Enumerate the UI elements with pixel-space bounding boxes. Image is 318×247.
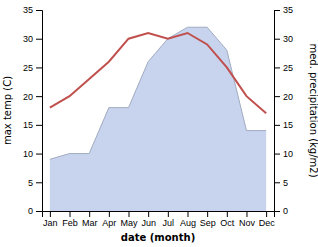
plot: Jan Feb Mar Apr MayJun Jul Aug Sep Oct NovDec 0 5 10…	[23, 5, 293, 228]
tick-label: 30	[23, 34, 33, 44]
tick-mark	[109, 211, 110, 217]
tick-label: May	[121, 218, 139, 228]
tick: 35	[23, 5, 42, 15]
tick-mark	[274, 39, 280, 40]
tick-label: 15	[283, 120, 293, 130]
tick: Jul	[163, 211, 175, 228]
tick-label: 20	[283, 92, 293, 102]
tick-label: 10	[283, 149, 293, 159]
y-axis-title: max temp (C)	[2, 76, 13, 145]
tick-mark	[36, 211, 42, 212]
tick: Sep	[200, 211, 216, 228]
tick-label: 25	[283, 63, 293, 73]
tick-mark	[274, 67, 280, 68]
tick: Jun	[141, 211, 156, 228]
tick-mark	[36, 182, 42, 183]
tick-mark	[274, 96, 280, 97]
tick-mark	[70, 211, 71, 217]
tick-label: 15	[23, 120, 33, 130]
tick-label: 0	[283, 206, 288, 216]
tick-mark	[274, 10, 280, 11]
tick: Nov	[239, 211, 256, 228]
tick: 10	[274, 149, 293, 159]
chart: Jan Feb Mar Apr MayJun Jul Aug Sep Oct NovDec 0 5 10…	[0, 0, 318, 247]
tick-mark	[36, 125, 42, 126]
tick: 20	[274, 92, 293, 102]
x-axis-title: date (month)	[121, 232, 195, 243]
tick: May	[121, 211, 139, 228]
tick-label: Jan	[43, 218, 58, 228]
tick-label: 10	[23, 149, 33, 159]
tick: 30	[23, 34, 42, 44]
tick: 25	[274, 63, 293, 73]
tick: 30	[274, 34, 293, 44]
x-axis: Jan Feb Mar Apr MayJun Jul Aug Sep Oct NovDec	[43, 211, 276, 228]
tick: 0	[274, 206, 288, 216]
temperature-line	[50, 33, 266, 113]
tick-label: 0	[28, 206, 33, 216]
tick-label: Nov	[239, 218, 256, 228]
tick-mark	[148, 211, 149, 217]
y2-axis: 0 5 10 15 20 25 30 35	[274, 5, 293, 216]
tick-mark	[246, 211, 247, 217]
tick: 15	[23, 120, 42, 130]
axis-line	[275, 11, 281, 212]
tick-label: Feb	[62, 218, 78, 228]
tick: 20	[23, 92, 42, 102]
tick-label: Sep	[200, 218, 216, 228]
tick: Dec	[259, 211, 276, 228]
tick-label: Jun	[141, 218, 156, 228]
tick-mark	[36, 10, 42, 11]
tick: 25	[23, 63, 42, 73]
tick-mark	[36, 67, 42, 68]
tick-mark	[89, 211, 90, 217]
tick-mark	[274, 211, 280, 212]
tick-mark	[36, 154, 42, 155]
tick-mark	[168, 211, 169, 217]
tick-mark	[36, 96, 42, 97]
axis-line	[43, 212, 275, 218]
axis-line	[36, 11, 43, 212]
tick-label: Jul	[163, 218, 175, 228]
tick: Aug	[180, 211, 196, 228]
tick-mark	[227, 211, 228, 217]
tick-label: 25	[23, 63, 33, 73]
tick: 5	[28, 178, 42, 188]
y-axis: 0 5 10 15 20 25 30 35	[23, 5, 43, 216]
tick-mark	[129, 211, 130, 217]
tick: 0	[28, 206, 42, 216]
tick-label: 35	[283, 5, 293, 15]
tick-mark	[207, 211, 208, 217]
tick: Oct	[220, 211, 235, 228]
tick-label: Aug	[180, 218, 196, 228]
tick: 35	[274, 5, 293, 15]
marks	[50, 27, 266, 211]
tick-mark	[274, 125, 280, 126]
tick-mark	[266, 211, 267, 217]
tick-mark	[50, 211, 51, 217]
precipitation-edge	[50, 27, 266, 159]
tick-label: Oct	[220, 218, 235, 228]
tick-label: 20	[23, 92, 33, 102]
precipitation-area	[50, 27, 266, 211]
tick: 5	[274, 178, 288, 188]
tick-mark	[274, 154, 280, 155]
tick: Mar	[82, 211, 98, 228]
tick-label: 5	[283, 178, 288, 188]
tick: Apr	[102, 211, 116, 228]
tick-label: Mar	[82, 218, 98, 228]
tick-label: Dec	[259, 218, 276, 228]
tick-label: 35	[23, 5, 33, 15]
tick-label: Apr	[102, 218, 116, 228]
tick-mark	[187, 211, 188, 217]
tick: 10	[23, 149, 42, 159]
tick: 15	[274, 120, 293, 130]
tick-mark	[274, 182, 280, 183]
tick-label: 5	[28, 178, 33, 188]
tick: Feb	[62, 211, 78, 228]
tick-label: 30	[283, 34, 293, 44]
tick-mark	[36, 39, 42, 40]
tick: Jan	[43, 211, 58, 228]
y2-axis-title: med. precipitation (kg/m2)	[308, 43, 318, 177]
